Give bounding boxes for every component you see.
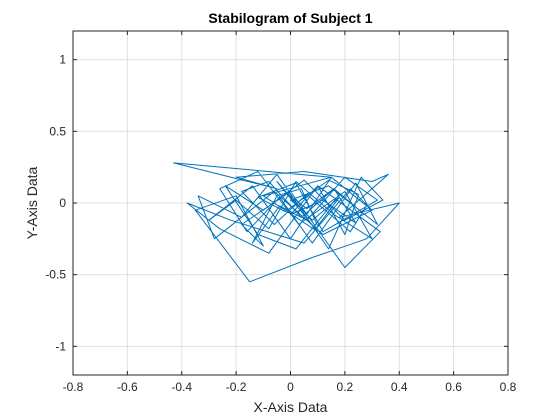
- y-tick-labels: -1 -0.5 0 0.5 1: [45, 53, 66, 354]
- x-tick-label: 0: [287, 380, 294, 394]
- y-tick-label: 0: [59, 196, 66, 210]
- x-tick-label: -0.4: [171, 380, 192, 394]
- y-tick-label: -0.5: [45, 268, 66, 282]
- x-tick-label: 0.2: [337, 380, 354, 394]
- x-tick-labels: -0.8 -0.6 -0.4 -0.2 0 0.2 0.4 0.6 0.8: [63, 380, 517, 394]
- data-series-layer: [173, 162, 400, 283]
- y-axis-label: Y-Axis Data: [24, 166, 40, 239]
- x-tick-label: -0.2: [226, 380, 247, 394]
- y-tick-label: -1: [55, 339, 66, 353]
- x-tick-label: 0.4: [391, 380, 408, 394]
- chart-title: Stabilogram of Subject 1: [208, 10, 372, 26]
- y-tick-label: 1: [59, 53, 66, 67]
- x-tick-label: 0.8: [500, 380, 517, 394]
- axis-ticks: [72, 31, 509, 375]
- x-tick-label: -0.8: [63, 380, 84, 394]
- x-axis-label: X-Axis Data: [254, 399, 328, 415]
- x-tick-label: 0.6: [445, 380, 462, 394]
- y-tick-label: 0.5: [49, 124, 66, 138]
- x-tick-label: -0.6: [117, 380, 138, 394]
- stabilogram-trace: [173, 162, 400, 283]
